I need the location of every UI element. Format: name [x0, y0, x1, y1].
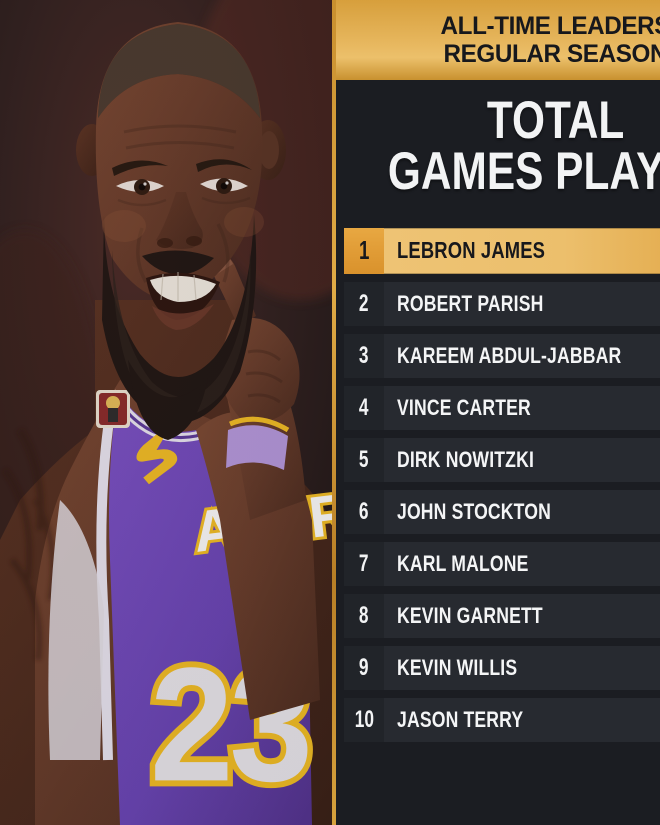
- row-rank-label: 10: [354, 705, 374, 733]
- row-rank: 8: [344, 593, 384, 638]
- row-player-name: DIRK NOWITZKI: [384, 438, 660, 482]
- row-player-name: VINCE CARTER: [384, 386, 660, 430]
- row-rank-label: 3: [359, 341, 369, 369]
- header-line-1: ALL-TIME LEADERS: [440, 12, 660, 40]
- row-player-name: KEVIN GARNETT: [384, 594, 660, 638]
- row-player-name: ROBERT PARISH: [384, 282, 660, 326]
- row-player-name-label: JASON TERRY: [397, 706, 524, 732]
- row-rank-label: 1: [358, 235, 370, 266]
- row-rank: 5: [344, 437, 384, 482]
- row-player-name: KEVIN WILLIS: [384, 646, 660, 690]
- row-player-name-label: ROBERT PARISH: [397, 290, 544, 316]
- page-title: TOTAL GAMES PLAYED: [336, 80, 660, 212]
- row-rank: 1: [344, 227, 384, 274]
- row-rank-label: 8: [359, 601, 369, 629]
- row-player-name-label: KEVIN GARNETT: [397, 602, 543, 628]
- row-player-name: KARL MALONE: [384, 542, 660, 586]
- player-photo: AKERS 23: [0, 0, 332, 825]
- row-rank: 3: [344, 333, 384, 378]
- stats-panel: ALL-TIME LEADERS REGULAR SEASON TOTAL GA…: [336, 0, 660, 825]
- row-rank-label: 2: [359, 289, 369, 317]
- row-rank: 4: [344, 385, 384, 430]
- title-line-1: TOTAL: [486, 91, 625, 150]
- gold-divider: [332, 0, 336, 825]
- row-player-name-label: DIRK NOWITZKI: [397, 446, 534, 472]
- row-player-name-label: KARL MALONE: [397, 550, 529, 576]
- row-player-name-label: KAREEM ABDUL-JABBAR: [397, 342, 622, 368]
- row-player-name-label: VINCE CARTER: [397, 394, 531, 420]
- row-rank: 9: [344, 645, 384, 690]
- row-rank: 7: [344, 541, 384, 586]
- row-rank-label: 7: [359, 549, 369, 577]
- row-player-name-label: JOHN STOCKTON: [397, 498, 551, 524]
- row-rank-label: 9: [359, 653, 369, 681]
- row-player-name: LEBRON JAMES: [384, 228, 660, 274]
- row-rank-label: 4: [359, 393, 369, 421]
- row-player-name-label: KEVIN WILLIS: [397, 654, 518, 680]
- row-rank: 10: [344, 697, 384, 742]
- row-rank-label: 6: [359, 497, 369, 525]
- row-player-name: JOHN STOCKTON: [384, 490, 660, 534]
- player-photo-illustration: AKERS 23: [0, 0, 332, 825]
- row-rank-label: 5: [359, 445, 369, 473]
- row-rank: 6: [344, 489, 384, 534]
- panel-footer-space: [336, 749, 660, 825]
- row-player-name: JASON TERRY: [384, 698, 660, 742]
- row-player-name: KAREEM ABDUL-JABBAR: [384, 334, 660, 378]
- row-player-name-label: LEBRON JAMES: [397, 237, 546, 264]
- title-line-2: GAMES PLAYED: [387, 141, 660, 201]
- header-line-2: REGULAR SEASON: [443, 40, 660, 68]
- panel-header: ALL-TIME LEADERS REGULAR SEASON: [336, 0, 660, 80]
- row-rank: 2: [344, 281, 384, 326]
